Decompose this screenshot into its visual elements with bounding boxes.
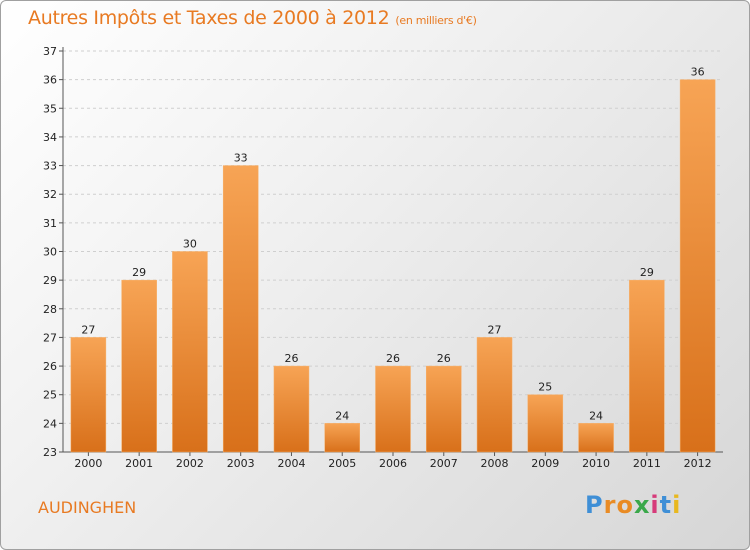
y-tick-label: 26 <box>43 360 57 373</box>
data-label: 33 <box>234 152 248 165</box>
commune-name: AUDINGHEN <box>38 498 137 517</box>
x-tick-label: 2008 <box>481 457 509 470</box>
x-tick-label: 2001 <box>125 457 153 470</box>
data-label: 29 <box>640 266 654 279</box>
y-tick-label: 23 <box>43 446 57 459</box>
chart-subtitle: (en milliers d'€) <box>395 14 477 27</box>
x-tick-label: 2010 <box>582 457 610 470</box>
y-tick-label: 32 <box>43 188 57 201</box>
y-tick-label: 30 <box>43 246 57 259</box>
bar <box>121 279 157 453</box>
y-tick-label: 31 <box>43 217 57 230</box>
chart-title: Autres Impôts et Taxes de 2000 à 2012 (en… <box>28 7 477 29</box>
data-label: 36 <box>691 66 705 79</box>
bar <box>324 423 360 453</box>
y-tick-label: 25 <box>43 389 57 402</box>
logo-letter: x <box>633 491 651 519</box>
y-tick-label: 27 <box>43 331 57 344</box>
bar <box>222 165 259 453</box>
y-tick-label: 28 <box>43 303 57 316</box>
logo-letter: i <box>672 491 682 519</box>
bar <box>476 337 513 453</box>
bar <box>426 365 462 453</box>
bar <box>578 423 614 453</box>
y-tick-label: 35 <box>43 102 57 115</box>
logo-letter: t <box>659 491 673 519</box>
y-tick-label: 36 <box>43 74 57 87</box>
bar <box>273 365 310 453</box>
x-tick-label: 2006 <box>379 457 407 470</box>
logo-letter: r <box>603 491 617 519</box>
data-label: 26 <box>284 352 298 365</box>
x-tick-label: 2011 <box>633 457 661 470</box>
x-tick-label: 2005 <box>328 457 356 470</box>
bar <box>375 365 411 453</box>
data-label: 24 <box>335 409 349 422</box>
x-tick-label: 2000 <box>74 457 102 470</box>
data-label: 27 <box>81 323 95 336</box>
x-tick-label: 2002 <box>176 457 204 470</box>
y-tick-label: 24 <box>43 417 57 430</box>
y-tick-label: 34 <box>43 131 57 144</box>
y-tick-label: 33 <box>43 160 57 173</box>
bars <box>70 79 716 453</box>
proxiti-logo: Proxiti <box>585 491 681 519</box>
data-label: 27 <box>488 323 502 336</box>
data-label: 24 <box>589 409 603 422</box>
bar <box>527 394 564 453</box>
bar <box>679 79 716 453</box>
chart-title-text: Autres Impôts et Taxes de 2000 à 2012 <box>28 7 390 29</box>
logo-letter: P <box>585 491 604 519</box>
bar <box>70 337 107 453</box>
logo-letter: i <box>650 491 660 519</box>
logo-letter: o <box>616 491 634 519</box>
x-tick-label: 2009 <box>531 457 559 470</box>
bar <box>629 279 665 453</box>
data-label: 26 <box>437 352 451 365</box>
data-label: 25 <box>538 381 552 394</box>
data-label: 29 <box>132 266 146 279</box>
data-label: 30 <box>183 238 197 251</box>
y-tick-label: 29 <box>43 274 57 287</box>
data-label: 26 <box>386 352 400 365</box>
x-tick-label: 2004 <box>277 457 305 470</box>
x-tick-label: 2003 <box>227 457 255 470</box>
bar <box>172 251 208 453</box>
x-tick-label: 2007 <box>430 457 458 470</box>
y-tick-label: 37 <box>43 45 57 58</box>
x-tick-label: 2012 <box>684 457 712 470</box>
labels: 23 24 25 26 27 28 29 30 31 32 33 34 35 36 37 27 2000 29 20… <box>43 45 712 470</box>
